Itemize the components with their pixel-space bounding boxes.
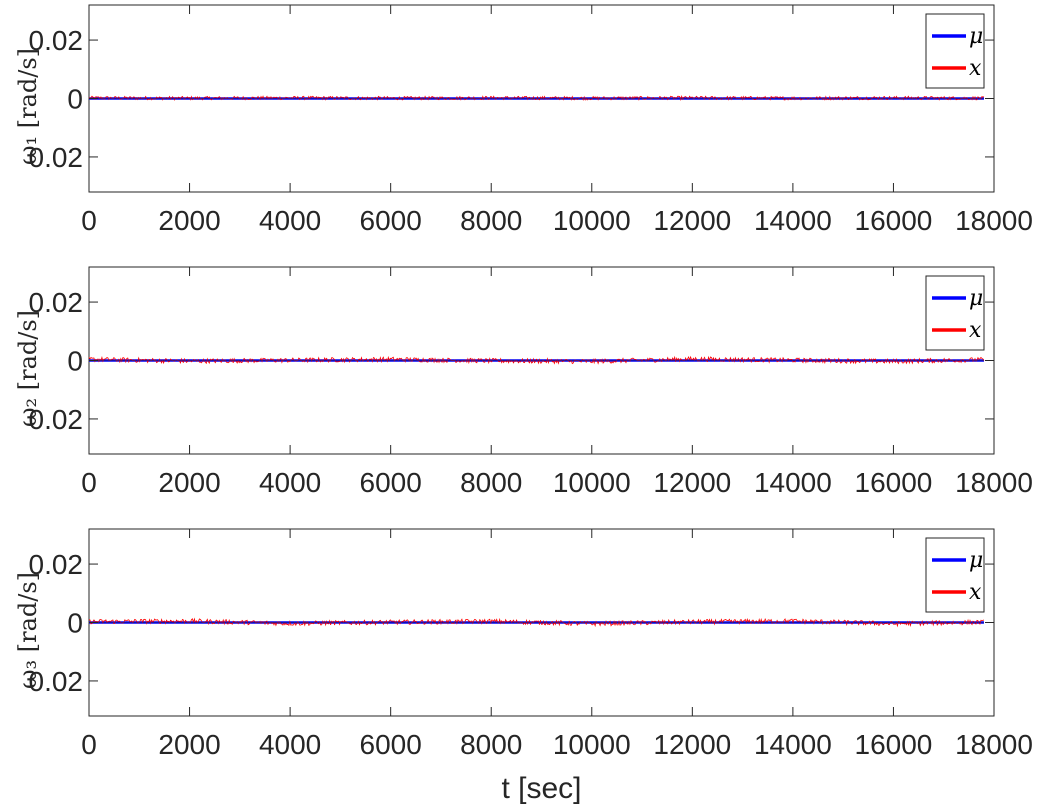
y-tick-label: 0.02 xyxy=(29,549,84,580)
y-tick-label: 0 xyxy=(67,346,83,377)
legend-box xyxy=(925,13,985,89)
panel-2: 0 2000 4000 6000 8000 10000 12000 14000 16000 180… xyxy=(14,266,1033,498)
series-line-2 xyxy=(88,617,985,628)
y-axis-label: ω₂ [rad/s] xyxy=(14,310,42,427)
x-tick-label: 12000 xyxy=(653,467,731,498)
legend-entry: μ xyxy=(969,286,983,311)
y-tick-label: 0.02 xyxy=(29,287,84,318)
legend-entry: x xyxy=(969,580,982,605)
x-tick-label: 16000 xyxy=(855,729,933,760)
legend: μx xyxy=(925,275,985,351)
x-tick-label: 4000 xyxy=(259,729,321,760)
x-tick-label: 2000 xyxy=(158,467,220,498)
y-tick-label: 0 xyxy=(67,84,83,115)
x-tick-label: 18000 xyxy=(955,467,1033,498)
y-tick-label: 0.02 xyxy=(29,25,84,56)
legend: μx xyxy=(925,537,985,613)
x-tick-label: 14000 xyxy=(754,729,832,760)
x-tick-label: 6000 xyxy=(360,729,422,760)
legend-entry: x xyxy=(969,56,982,81)
x-tick-label: 4000 xyxy=(259,205,321,236)
x-tick-label: 14000 xyxy=(754,467,832,498)
legend-entry: x xyxy=(969,318,982,343)
x-tick-label: 4000 xyxy=(259,467,321,498)
y-tick-label: 0.02 xyxy=(29,666,84,697)
x-tick-label: 10000 xyxy=(553,467,631,498)
x-tick-label: 18000 xyxy=(955,729,1033,760)
x-tick-label: 10000 xyxy=(553,205,631,236)
y-tick-label: 0.02 xyxy=(29,142,84,173)
x-tick-label: 18000 xyxy=(955,205,1033,236)
x-tick-label: 16000 xyxy=(855,467,933,498)
series-line-2 xyxy=(88,95,985,102)
y-axis-label: ω₃ [rad/s] xyxy=(14,572,42,689)
x-tick-label: 8000 xyxy=(460,467,522,498)
y-tick-label: 0 xyxy=(67,608,83,639)
x-tick-label: 12000 xyxy=(653,205,731,236)
legend-entry: μ xyxy=(969,548,983,573)
panel-3: 0 2000 4000 6000 8000 10000 12000 14000 16000 180… xyxy=(14,528,1033,805)
x-tick-label: 6000 xyxy=(360,205,422,236)
x-tick-label: 0 xyxy=(81,729,97,760)
x-tick-label: 10000 xyxy=(553,729,631,760)
x-tick-label: 0 xyxy=(81,205,97,236)
legend-box xyxy=(925,275,985,351)
legend-entry: μ xyxy=(969,24,983,49)
x-tick-label: 2000 xyxy=(158,205,220,236)
x-tick-label: 2000 xyxy=(158,729,220,760)
y-tick-label: 0.02 xyxy=(29,404,84,435)
x-tick-label: 16000 xyxy=(855,205,933,236)
x-tick-label: 8000 xyxy=(460,729,522,760)
x-tick-label: 6000 xyxy=(360,467,422,498)
x-tick-label: 12000 xyxy=(653,729,731,760)
y-axis-label: ω₁ [rad/s] xyxy=(14,48,42,165)
legend-box xyxy=(925,537,985,613)
panel-1: 0 2000 4000 6000 8000 10000 12000 14000 16000 180… xyxy=(14,4,1033,236)
x-tick-label: 8000 xyxy=(460,205,522,236)
x-tick-label: 14000 xyxy=(754,205,832,236)
x-axis-label: t [sec] xyxy=(501,772,581,805)
legend: μx xyxy=(925,13,985,89)
x-tick-label: 0 xyxy=(81,467,97,498)
